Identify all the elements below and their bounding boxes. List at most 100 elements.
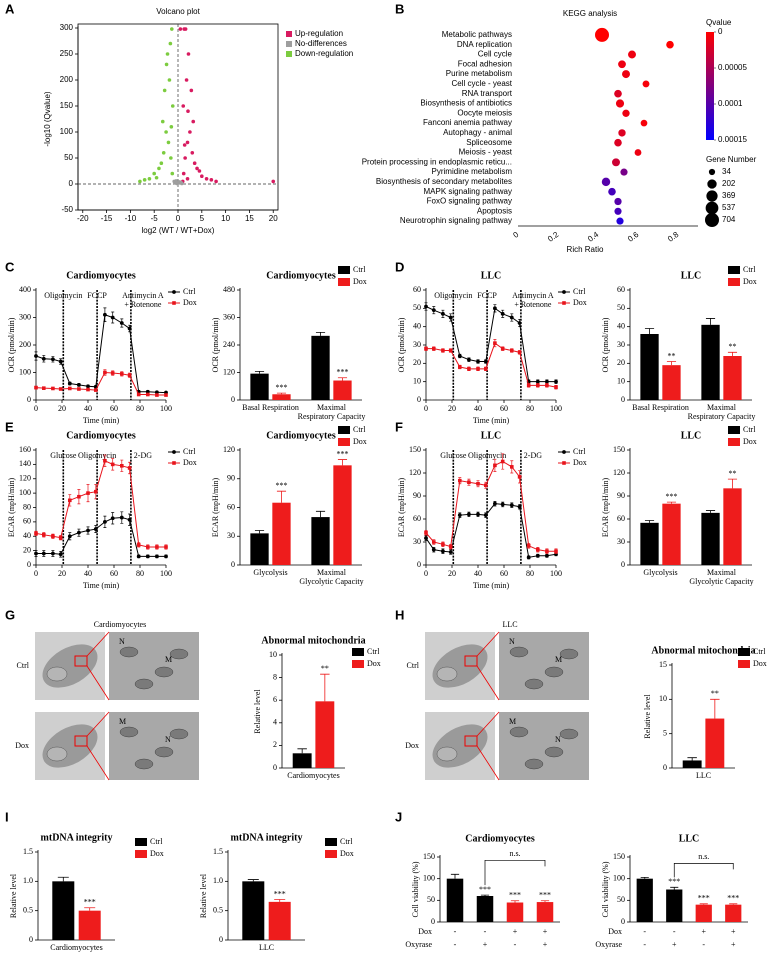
- dot: [622, 109, 630, 117]
- error-bar: [57, 876, 69, 882]
- panel-letter: I: [5, 809, 9, 824]
- marker: [67, 381, 72, 386]
- legend-label: Ctrl: [743, 425, 756, 434]
- y-tick-label: 90: [617, 491, 625, 500]
- y-tick-label: 5: [663, 728, 667, 737]
- marker: [526, 555, 531, 560]
- legend-marker: [562, 290, 566, 294]
- marker: [146, 392, 150, 397]
- table-cell: -: [702, 940, 705, 949]
- point: [176, 181, 181, 185]
- marker: [51, 386, 55, 391]
- significance: ***: [84, 898, 96, 907]
- x-tick-label: Maximal Glycolytic Capacity: [299, 568, 363, 586]
- dot: [616, 217, 624, 225]
- mitochondrion: [134, 758, 154, 770]
- significance: **: [728, 469, 736, 478]
- marker: [476, 359, 480, 364]
- table-row-label: Dox: [608, 927, 622, 936]
- annotation: FCCP: [477, 291, 497, 300]
- x-tick-label: 60: [110, 569, 118, 578]
- dot: [628, 50, 636, 59]
- legend-label: Ctrl: [573, 287, 586, 296]
- point: [185, 177, 190, 181]
- error-bar: [320, 673, 330, 702]
- legend-swatch: [286, 31, 292, 37]
- y-tick-label: 10: [659, 694, 667, 703]
- legend-label: Ctrl: [183, 287, 196, 296]
- marker: [476, 512, 480, 517]
- point: [184, 78, 189, 82]
- marker: [58, 535, 63, 540]
- x-tick-label: 80: [526, 569, 534, 578]
- mitochondrion: [559, 728, 579, 740]
- point: [160, 119, 165, 124]
- y-tick-label: 30: [227, 531, 235, 540]
- marker: [164, 545, 168, 549]
- x-tick-label: 20: [58, 404, 66, 413]
- table-cell: +: [672, 940, 677, 949]
- dot: [614, 207, 622, 215]
- table-cell: +: [513, 927, 518, 936]
- error-bar: [274, 899, 286, 902]
- bar: [250, 533, 269, 565]
- y-tick-label: 0: [621, 395, 625, 404]
- y-tick-label: 200: [19, 340, 31, 349]
- x-tick-label: 80: [136, 569, 144, 578]
- chart-title: LLC: [681, 270, 702, 281]
- x-tick-label: 100: [550, 569, 562, 578]
- y-tick-label: 30: [617, 537, 625, 546]
- x-axis-label: Time (min): [473, 416, 510, 425]
- marker: [58, 552, 63, 557]
- category-label: Cell cycle - yeast: [452, 79, 513, 88]
- y-tick-label: 100: [613, 873, 625, 882]
- marker: [94, 388, 98, 392]
- size-label: 537: [722, 203, 736, 212]
- legend-label: Dox: [753, 659, 767, 668]
- series-line: [36, 517, 166, 557]
- y-tick-label: 1.0: [213, 876, 223, 885]
- size-label: 369: [722, 191, 736, 200]
- chart-title: Cardiomyocytes: [465, 833, 535, 844]
- legend-swatch: [135, 850, 147, 858]
- x-tick-label: 20: [58, 569, 66, 578]
- table-cell: -: [454, 940, 457, 949]
- chart-title: mtDNA integrity: [231, 832, 303, 843]
- marker: [536, 383, 540, 388]
- bracket: [673, 863, 734, 878]
- y-tick-label: 480: [223, 285, 235, 294]
- marker: [51, 357, 55, 362]
- legend-swatch: [738, 660, 750, 668]
- y-tick-label: 140: [19, 459, 31, 468]
- marker: [42, 533, 46, 537]
- dot: [615, 99, 625, 108]
- error-bar: [705, 510, 716, 513]
- marker: [448, 315, 453, 320]
- marker: [517, 475, 522, 479]
- legend-label: Dox: [743, 437, 757, 446]
- significance: ***: [727, 894, 739, 903]
- category-label: Pyrimidine metabolism: [432, 167, 513, 176]
- y-tick-label: 150: [613, 445, 625, 454]
- point: [190, 151, 195, 155]
- marker: [467, 480, 471, 484]
- chart-title: LLC: [481, 270, 502, 281]
- nucleus: [436, 666, 458, 682]
- bar: [723, 488, 742, 565]
- marker: [164, 393, 168, 397]
- y-tick-label: 240: [223, 340, 235, 349]
- mitochondrion: [509, 726, 529, 738]
- significance: ***: [698, 894, 710, 903]
- image-label: M: [165, 655, 172, 664]
- bar: [701, 512, 720, 565]
- y-tick-label: 100: [423, 873, 435, 882]
- legend-marker: [172, 301, 176, 305]
- category-label: Protein processing in endoplasmic reticu…: [362, 157, 512, 166]
- point: [154, 175, 159, 180]
- y-tick-label: 250: [60, 49, 74, 58]
- x-axis-label: log2 (WT / WT+Dox): [142, 226, 215, 235]
- chart-title: Cardiomyocytes: [66, 430, 136, 441]
- error-bar: [247, 879, 259, 882]
- micrograph-zoom: [499, 632, 589, 700]
- significance: **: [728, 342, 736, 351]
